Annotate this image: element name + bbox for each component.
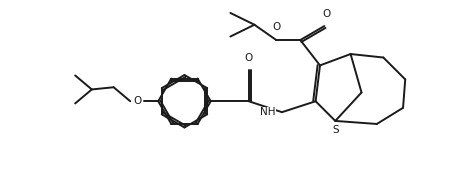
Text: O: O [244, 53, 252, 63]
Text: O: O [272, 22, 280, 32]
Text: S: S [332, 125, 339, 135]
Text: NH: NH [260, 107, 275, 117]
Text: O: O [133, 96, 142, 106]
Text: O: O [322, 9, 330, 19]
